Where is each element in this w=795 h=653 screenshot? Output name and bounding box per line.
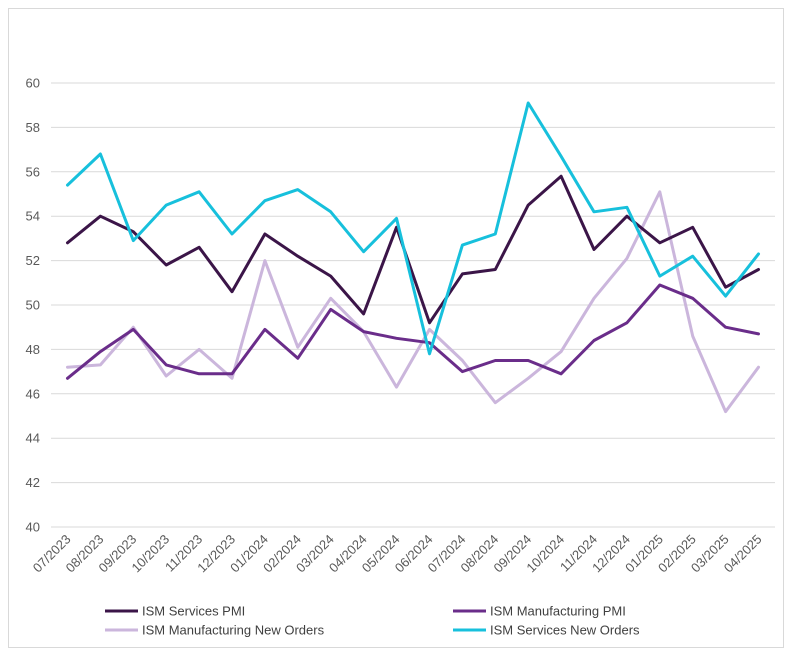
y-tick-label: 42 bbox=[26, 475, 40, 490]
legend-label-ism-manufacturing-pmi: ISM Manufacturing PMI bbox=[490, 604, 626, 619]
y-tick-label: 50 bbox=[26, 298, 40, 313]
series-line-ism-manufacturing-pmi bbox=[66, 283, 760, 380]
y-tick-label: 48 bbox=[26, 342, 40, 357]
legend-label-ism-manufacturing-new-orders: ISM Manufacturing New Orders bbox=[142, 623, 325, 638]
legend: ISM Services PMI ISM Manufacturing PMI ISM… bbox=[105, 604, 640, 638]
y-tick-label: 58 bbox=[26, 120, 40, 135]
series-lines bbox=[66, 101, 760, 414]
y-tick-label: 52 bbox=[26, 253, 40, 268]
chart-frame bbox=[8, 8, 784, 648]
gridlines bbox=[51, 82, 775, 528]
series-line-ism-manufacturing-new-orders bbox=[66, 190, 760, 414]
legend-label-ism-services-pmi: ISM Services PMI bbox=[142, 604, 245, 619]
legend-label-ism-services-new-orders: ISM Services New Orders bbox=[490, 623, 640, 638]
y-tick-label: 40 bbox=[26, 520, 40, 535]
y-axis-tick-labels: 40 42 44 46 48 50 52 54 56 58 60 bbox=[26, 76, 40, 535]
series-line-ism-services-new-orders bbox=[66, 101, 760, 356]
y-tick-label: 46 bbox=[26, 386, 40, 401]
series-line-ism-services-pmi bbox=[66, 174, 760, 325]
y-tick-label: 54 bbox=[26, 209, 40, 224]
y-tick-label: 60 bbox=[26, 76, 40, 91]
y-tick-label: 44 bbox=[26, 431, 40, 446]
y-tick-label: 56 bbox=[26, 164, 40, 179]
x-axis-tick-labels: 07/202308/202309/202310/202311/202312/20… bbox=[30, 532, 765, 576]
